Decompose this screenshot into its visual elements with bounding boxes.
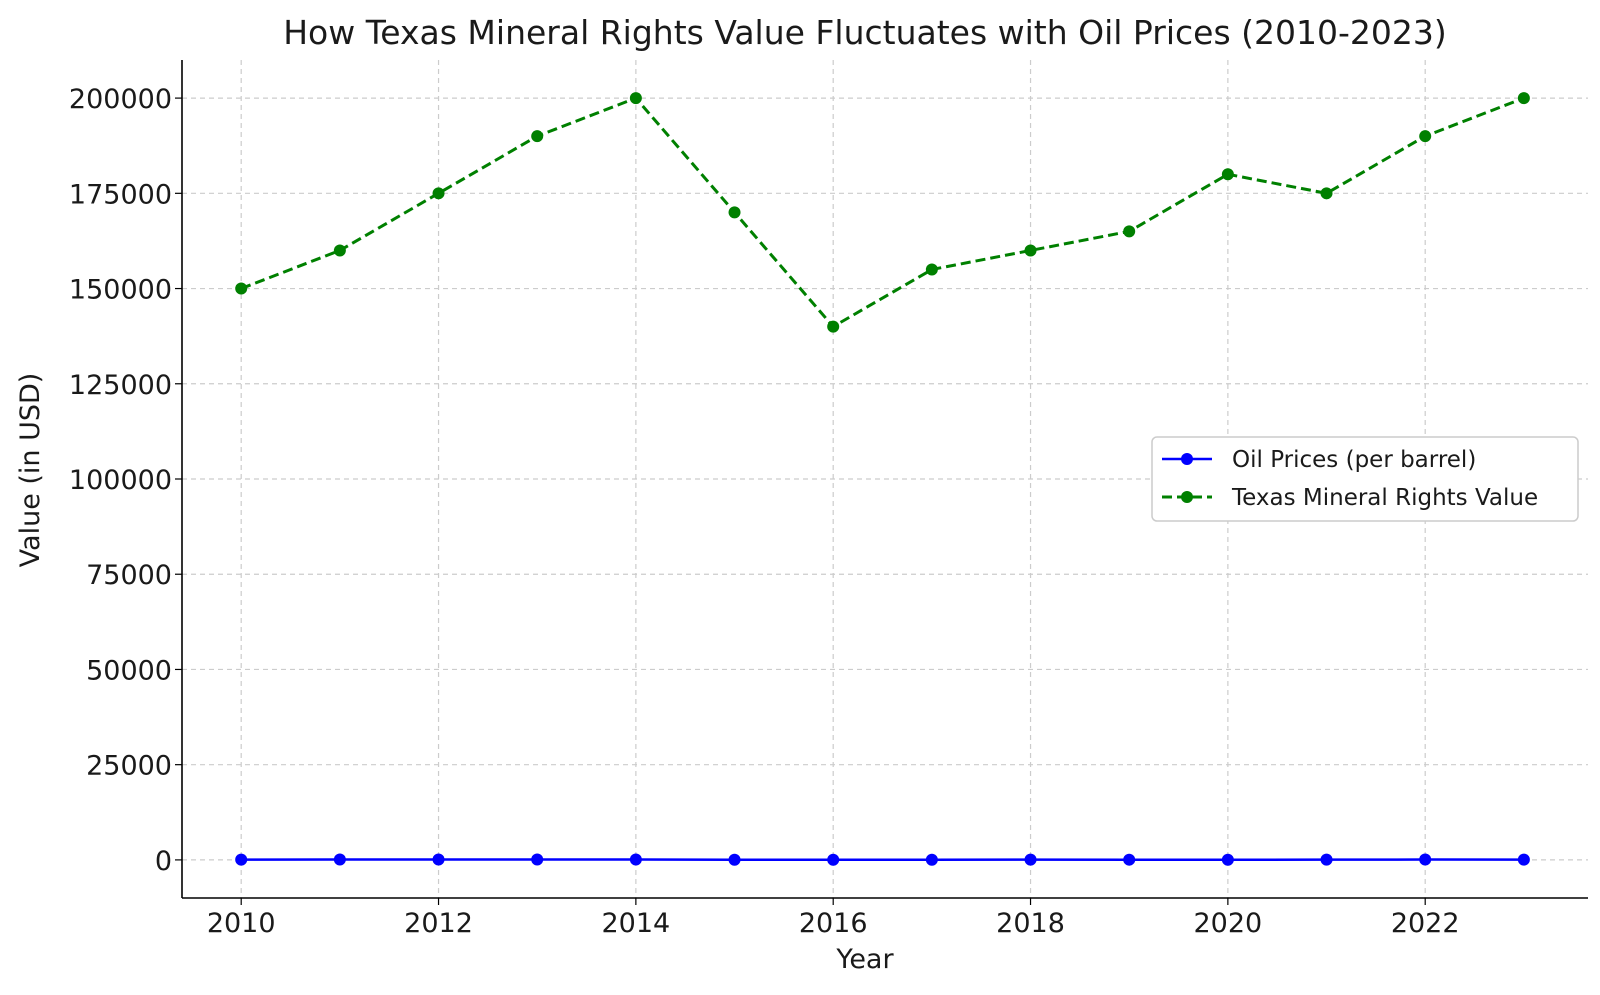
data-point: [1123, 225, 1135, 237]
data-point: [235, 854, 247, 866]
data-point: [334, 854, 346, 866]
y-tick-label: 150000: [69, 275, 172, 306]
x-tick-label: 2020: [1194, 908, 1263, 939]
legend: Oil Prices (per barrel) Texas Mineral Ri…: [1152, 437, 1578, 521]
series-mineral-rights-value: [235, 92, 1530, 333]
data-point: [1419, 130, 1431, 142]
data-point: [531, 854, 543, 866]
series-oil-prices: [235, 854, 1530, 866]
data-point: [1321, 854, 1333, 866]
x-axis-label: Year: [835, 944, 894, 975]
data-point: [827, 854, 839, 866]
data-point: [433, 854, 445, 866]
x-tick-label: 2016: [799, 908, 868, 939]
legend-marker-mineral-rights: [1181, 491, 1193, 503]
data-point: [1025, 854, 1037, 866]
legend-marker-oil-prices: [1181, 453, 1193, 465]
y-tick-label: 0: [155, 846, 172, 877]
data-point: [630, 854, 642, 866]
data-point: [334, 244, 346, 256]
data-point: [729, 206, 741, 218]
data-point: [630, 92, 642, 104]
x-tick-label: 2022: [1391, 908, 1460, 939]
data-point: [1025, 244, 1037, 256]
x-tick-label: 2012: [404, 908, 473, 939]
y-tick-label: 200000: [69, 84, 172, 115]
series-line: [241, 98, 1524, 327]
chart-title: How Texas Mineral Rights Value Fluctuate…: [283, 13, 1447, 52]
legend-label-oil-prices: Oil Prices (per barrel): [1232, 447, 1476, 473]
data-point: [1321, 187, 1333, 199]
y-tick-label: 75000: [86, 560, 172, 591]
y-tick-label: 50000: [86, 655, 172, 686]
data-point: [1222, 854, 1234, 866]
data-point: [1518, 92, 1530, 104]
y-tick-label: 25000: [86, 751, 172, 782]
y-axis-label: Value (in USD): [15, 373, 46, 568]
data-point: [1518, 854, 1530, 866]
x-tick-label: 2010: [207, 908, 276, 939]
y-tick-label: 100000: [69, 465, 172, 496]
data-point: [729, 854, 741, 866]
data-point: [1123, 854, 1135, 866]
legend-label-mineral-rights: Texas Mineral Rights Value: [1231, 485, 1538, 511]
data-point: [235, 283, 247, 295]
y-tick-label: 175000: [69, 179, 172, 210]
data-point: [827, 321, 839, 333]
data-point: [531, 130, 543, 142]
data-point: [926, 854, 938, 866]
y-tick-label: 125000: [69, 370, 172, 401]
x-tick-label: 2014: [602, 908, 671, 939]
x-tick-label: 2018: [996, 908, 1065, 939]
data-point: [926, 264, 938, 276]
data-point: [1419, 854, 1431, 866]
data-point: [433, 187, 445, 199]
data-point: [1222, 168, 1234, 180]
